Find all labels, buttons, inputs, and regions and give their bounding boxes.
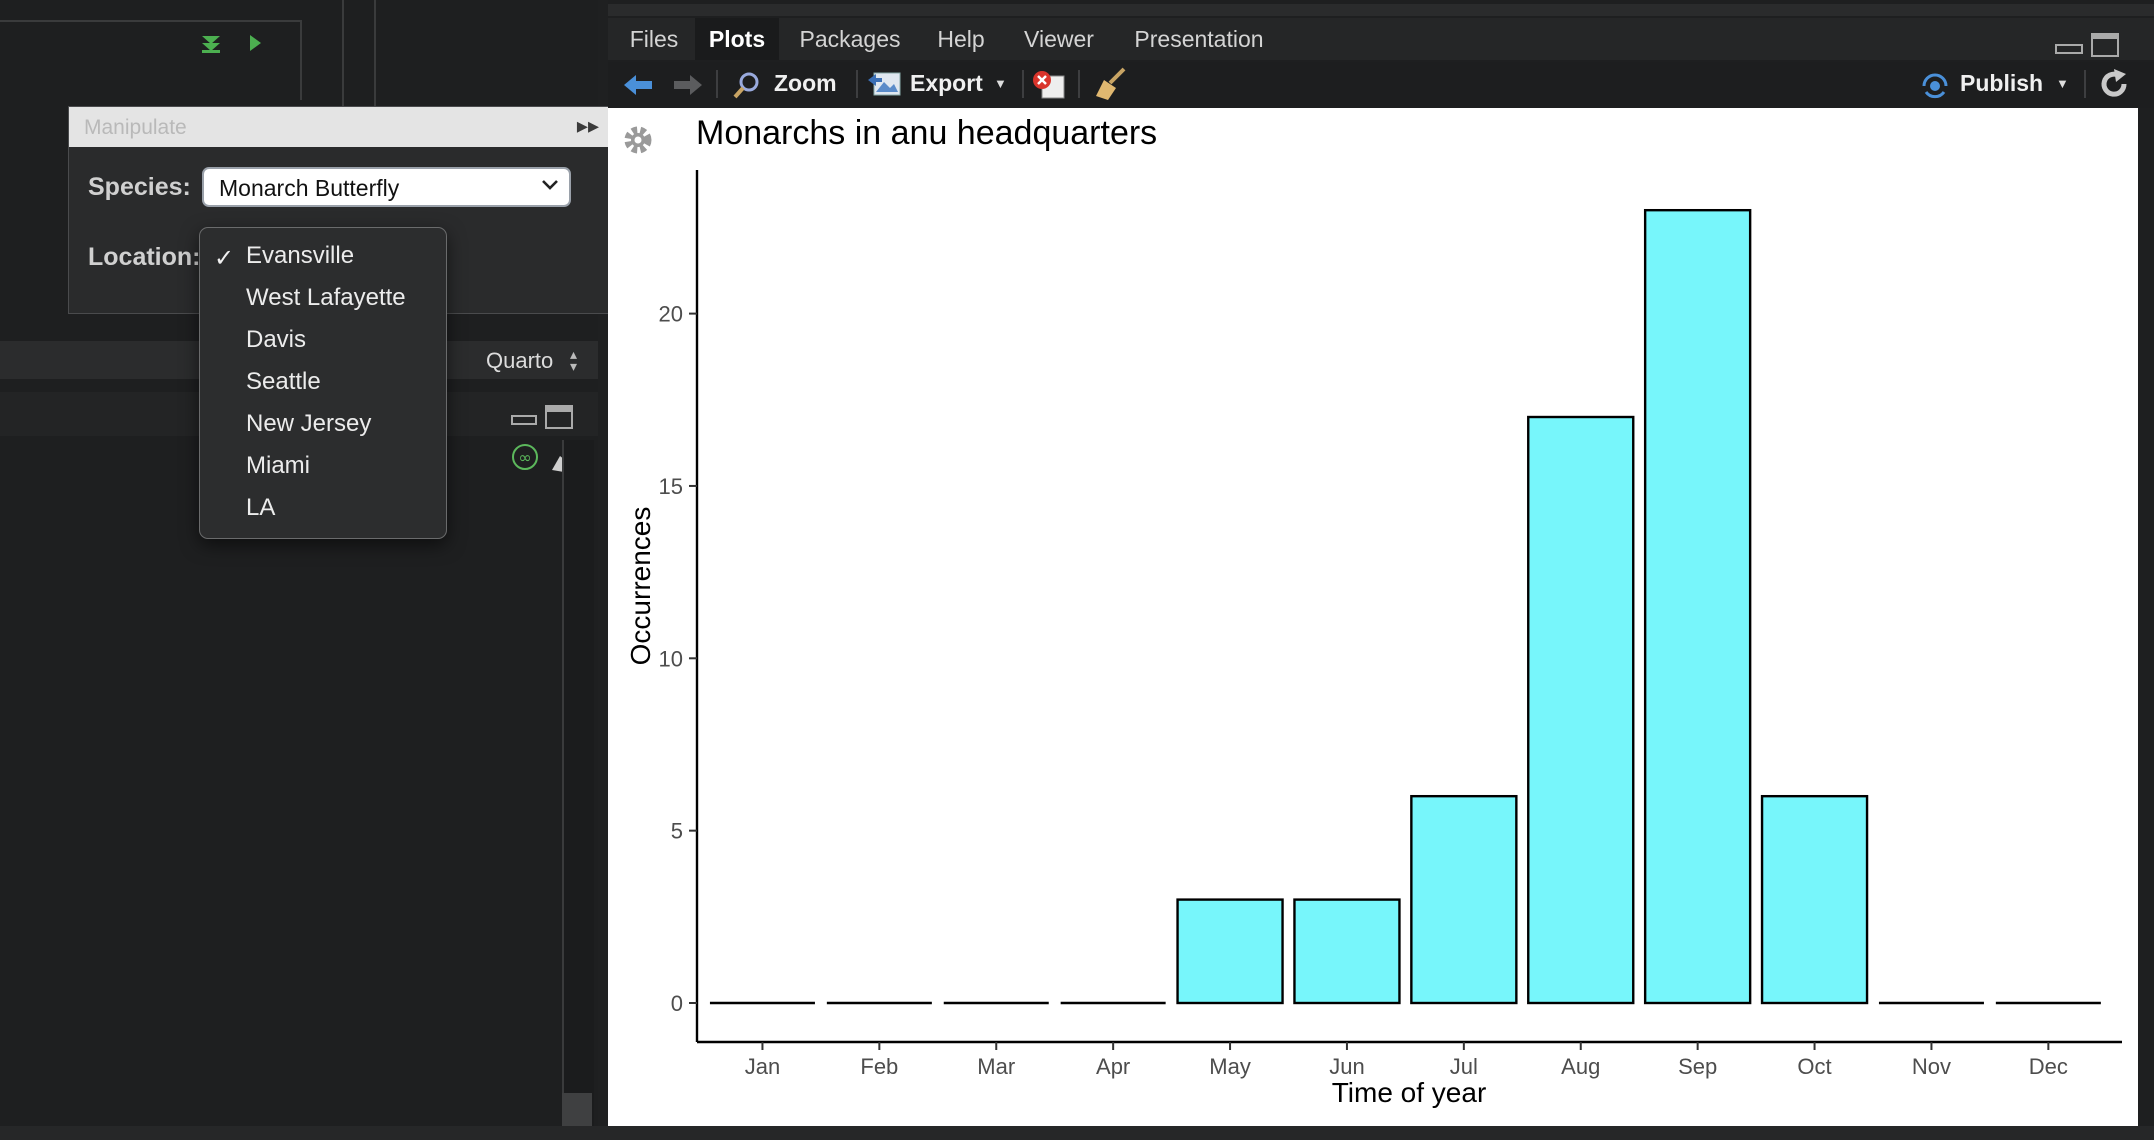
status-strip [0, 1126, 2154, 1140]
bar [1527, 415, 1635, 1005]
pane-divider [342, 0, 344, 106]
y-tick-label: 0 [671, 991, 683, 1016]
console-scrollbar[interactable] [562, 440, 594, 1130]
zoom-button[interactable]: Zoom [730, 68, 840, 102]
plots-toolbar [608, 62, 2154, 108]
x-axis-title: Time of year [1332, 1077, 1487, 1108]
pane-tab-bar [608, 18, 2154, 60]
publish-label: Publish [1960, 70, 2044, 96]
bar [1760, 794, 1869, 1005]
publish-icon [1922, 73, 1948, 99]
pane-edge [2138, 108, 2154, 1140]
checkmark-icon: ✓ [214, 245, 235, 272]
y-tick-label: 20 [659, 302, 683, 327]
tab-files[interactable]: Files [629, 26, 679, 52]
bar [1293, 898, 1401, 1005]
pane-divider [300, 20, 302, 100]
bar [1410, 794, 1518, 1005]
species-select[interactable]: Monarch Butterfly [202, 167, 571, 207]
connection-icon[interactable]: ∞ [510, 442, 540, 472]
pane-divider [0, 20, 302, 22]
x-tick-label: Sep [1678, 1054, 1717, 1079]
x-tick-label: Aug [1561, 1054, 1600, 1079]
tab-plots[interactable]: Plots [695, 18, 779, 60]
location-label: Location: [88, 243, 201, 271]
maximize-pane-icon[interactable] [544, 404, 574, 430]
x-tick-label: May [1209, 1054, 1251, 1079]
pane-top-border [608, 4, 2154, 16]
plot-viewer: Monarchs in anu headquarters 0 5 10 15 20 Jan F… [608, 108, 2138, 1126]
x-tick-label: Jul [1450, 1054, 1478, 1079]
x-tick-label: Nov [1912, 1054, 1951, 1079]
export-image-icon [868, 72, 901, 96]
format-selector-label: Quarto [486, 348, 554, 373]
bar [1643, 208, 1752, 1005]
y-tick-label: 5 [671, 819, 683, 844]
toolbar-separator [716, 70, 718, 98]
run-all-icon[interactable] [200, 32, 222, 54]
x-tick-label: Jan [745, 1054, 780, 1079]
x-tick-label: Feb [860, 1054, 898, 1079]
maximize-pane-icon[interactable] [2090, 32, 2120, 58]
x-tick-label: Mar [977, 1054, 1015, 1079]
format-selector[interactable]: Quarto ▴ ▾ [472, 345, 592, 377]
y-axis-title: Occurrences [625, 507, 656, 666]
forward-arrow-icon[interactable] [672, 72, 704, 98]
y-tick-label: 10 [659, 646, 683, 671]
location-option[interactable]: New Jersey [246, 410, 372, 437]
x-tick-label: Jun [1329, 1054, 1364, 1079]
toolbar-separator [1022, 70, 1024, 98]
location-option[interactable]: Seattle [246, 368, 321, 395]
location-dropdown-menu: ✓ Evansville West Lafayette Davis Seattl… [199, 227, 447, 539]
location-option[interactable]: LA [246, 494, 276, 521]
y-tick-label: 15 [659, 474, 683, 499]
zoom-label: Zoom [774, 70, 837, 96]
tab-presentation[interactable]: Presentation [1134, 26, 1264, 52]
toolbar-separator [856, 70, 858, 98]
scrollbar-thumb[interactable] [562, 1093, 592, 1127]
run-chunk-icon[interactable] [246, 32, 264, 54]
magnifier-icon [733, 72, 759, 99]
export-button[interactable]: Export ▼ [868, 68, 1008, 102]
publish-button[interactable]: Publish ▼ [1920, 68, 2070, 102]
chevron-down-icon [542, 180, 558, 190]
updown-chevron-icon: ▴ ▾ [570, 346, 578, 374]
tab-viewer[interactable]: Viewer [1024, 26, 1094, 52]
gear-icon[interactable] [620, 122, 656, 158]
caret-down-icon: ▼ [994, 76, 1007, 91]
tab-help[interactable]: Help [937, 26, 985, 52]
x-tick-label: Apr [1096, 1054, 1130, 1079]
location-option[interactable]: Evansville [246, 242, 355, 269]
bar-chart: Monarchs in anu headquarters 0 5 10 15 20 Jan F… [625, 114, 2122, 1108]
x-tick-label: Oct [1797, 1054, 1831, 1079]
tab-packages[interactable]: Packages [799, 26, 901, 52]
manipulate-header: Manipulate ▸▸ [69, 107, 609, 147]
toolbar-separator [2084, 70, 2086, 98]
bar [1176, 898, 1284, 1005]
svg-text:∞: ∞ [518, 448, 531, 467]
location-option[interactable]: West Lafayette [246, 284, 406, 311]
export-label: Export [910, 70, 983, 96]
location-option[interactable]: Miami [246, 452, 310, 479]
back-arrow-icon[interactable] [622, 72, 654, 98]
pane-divider [374, 0, 376, 106]
chart-title: Monarchs in anu headquarters [696, 114, 1157, 152]
broom-clear-icon[interactable] [1092, 66, 1128, 102]
toolbar-separator [1078, 70, 1080, 98]
manipulate-title: Manipulate [84, 116, 187, 139]
refresh-icon[interactable] [2098, 68, 2130, 100]
caret-down-icon: ▼ [2056, 76, 2069, 91]
minimize-pane-icon[interactable] [510, 406, 538, 430]
location-option[interactable]: Davis [246, 326, 307, 353]
collapse-double-arrow-icon[interactable]: ▸▸ [576, 113, 599, 138]
species-selected-value: Monarch Butterfly [219, 175, 400, 201]
x-tick-label: Dec [2029, 1054, 2068, 1079]
remove-plot-icon[interactable] [1032, 70, 1066, 100]
species-label: Species: [88, 173, 191, 201]
minimize-pane-icon[interactable] [2054, 36, 2084, 56]
